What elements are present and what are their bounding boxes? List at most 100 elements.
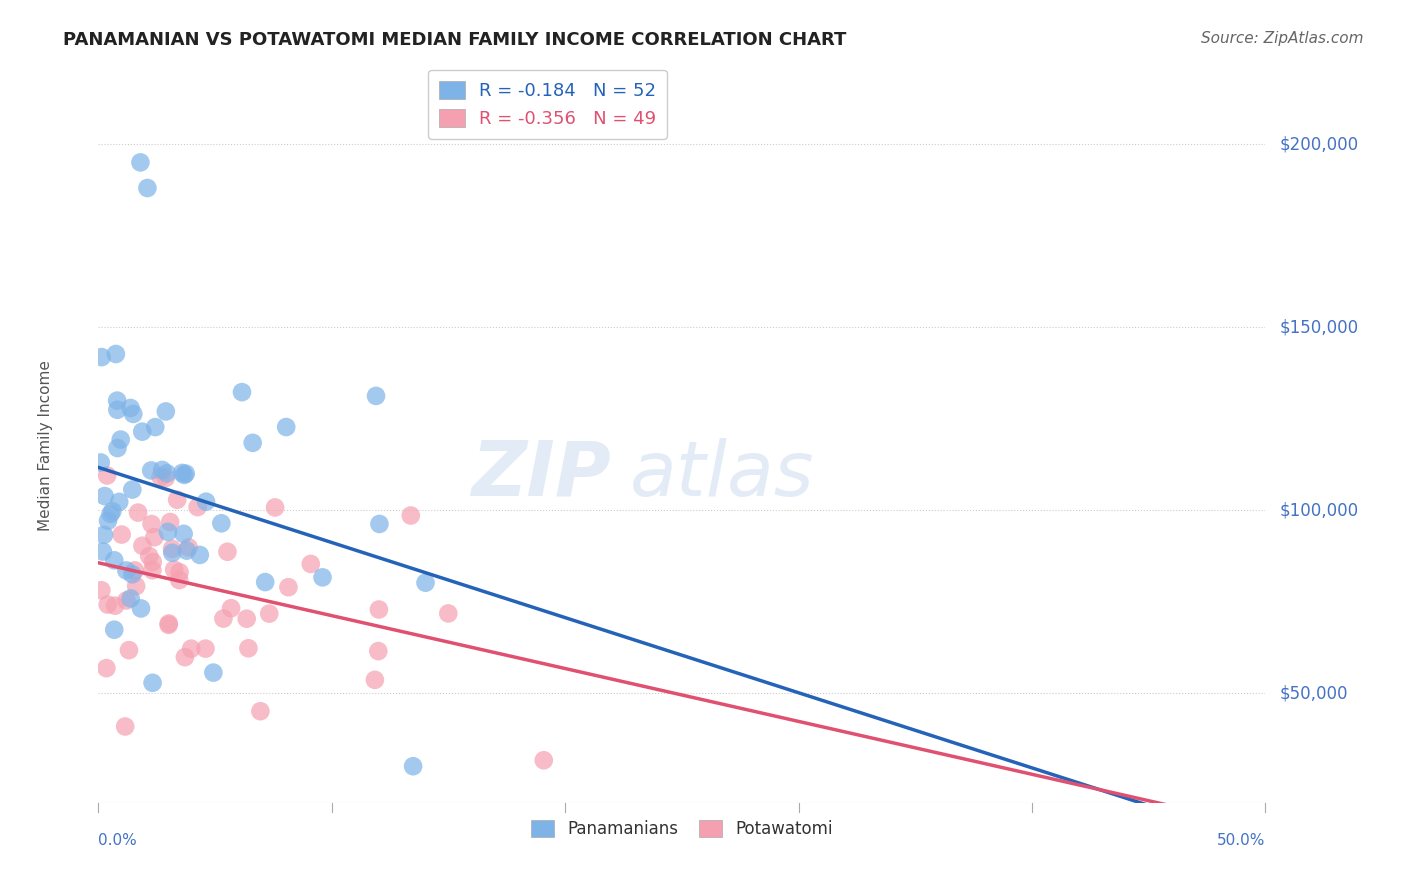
Text: 50.0%: 50.0% <box>1218 833 1265 848</box>
Point <box>157 618 180 632</box>
Point <box>90 583 112 598</box>
Point <box>141 517 163 532</box>
Point <box>121 567 143 582</box>
Point <box>107 441 129 455</box>
Point <box>114 719 136 733</box>
Point <box>195 494 218 508</box>
Point <box>103 623 125 637</box>
Point <box>142 675 165 690</box>
Point <box>143 530 166 544</box>
Point <box>142 555 165 569</box>
Legend: Panamanians, Potawatomi: Panamanians, Potawatomi <box>524 813 839 845</box>
Point <box>136 181 159 195</box>
Point <box>238 641 260 656</box>
Point <box>138 549 160 563</box>
Point <box>124 564 146 578</box>
Point <box>264 500 287 515</box>
Point <box>150 463 173 477</box>
Point <box>174 650 197 665</box>
Point <box>209 516 232 531</box>
Point <box>104 347 127 361</box>
Point <box>156 524 179 539</box>
Point <box>118 643 141 657</box>
Point <box>143 420 166 434</box>
Point <box>129 601 152 615</box>
Point <box>202 665 225 680</box>
Point <box>415 575 437 590</box>
Point <box>364 673 387 687</box>
Point <box>163 563 186 577</box>
Point <box>131 539 153 553</box>
Text: ZIP: ZIP <box>472 438 612 511</box>
Point <box>141 563 163 577</box>
Point <box>105 393 128 408</box>
Text: Median Family Income: Median Family Income <box>38 360 53 532</box>
Point <box>105 402 128 417</box>
Point <box>120 591 142 606</box>
Point <box>174 467 197 481</box>
Point <box>100 507 122 521</box>
Point <box>125 579 148 593</box>
Point <box>276 420 298 434</box>
Point <box>141 463 163 477</box>
Text: $200,000: $200,000 <box>1279 135 1358 153</box>
Point <box>399 508 422 523</box>
Point <box>129 155 152 169</box>
Point <box>188 548 211 562</box>
Point <box>131 425 153 439</box>
Point <box>242 435 264 450</box>
Point <box>162 546 184 560</box>
Point <box>157 616 180 631</box>
Point <box>127 506 149 520</box>
Point <box>437 607 460 621</box>
Point <box>96 468 118 483</box>
Text: atlas: atlas <box>630 438 814 511</box>
Point <box>217 545 239 559</box>
Point <box>101 504 124 518</box>
Point <box>169 566 191 580</box>
Text: $100,000: $100,000 <box>1279 501 1358 519</box>
Point <box>93 528 115 542</box>
Point <box>299 557 322 571</box>
Text: $50,000: $50,000 <box>1279 684 1348 702</box>
Point <box>108 495 131 509</box>
Point <box>104 599 127 613</box>
Point <box>149 470 172 484</box>
Point <box>111 527 134 541</box>
Point <box>173 467 195 482</box>
Point <box>277 580 299 594</box>
Point <box>97 598 120 612</box>
Point <box>156 467 179 481</box>
Text: $150,000: $150,000 <box>1279 318 1358 336</box>
Point <box>231 385 253 400</box>
Point <box>368 516 391 531</box>
Text: PANAMANIAN VS POTAWATOMI MEDIAN FAMILY INCOME CORRELATION CHART: PANAMANIAN VS POTAWATOMI MEDIAN FAMILY I… <box>63 31 846 49</box>
Text: 0.0%: 0.0% <box>98 833 138 848</box>
Point <box>235 612 257 626</box>
Point <box>91 544 114 558</box>
Point <box>97 514 120 528</box>
Point <box>212 611 235 625</box>
Point <box>90 455 112 469</box>
Point <box>160 541 183 556</box>
Point <box>90 350 112 364</box>
Point <box>219 601 242 615</box>
Point <box>115 593 138 607</box>
Point <box>177 541 200 555</box>
Point <box>367 644 389 658</box>
Point <box>311 570 333 584</box>
Point <box>155 404 177 418</box>
Point <box>172 466 194 480</box>
Point <box>110 433 132 447</box>
Point <box>120 401 142 415</box>
Point <box>254 575 277 590</box>
Point <box>367 602 389 616</box>
Point <box>93 489 115 503</box>
Point <box>402 759 425 773</box>
Point <box>249 704 271 718</box>
Point <box>173 526 195 541</box>
Point <box>103 553 125 567</box>
Text: Source: ZipAtlas.com: Source: ZipAtlas.com <box>1201 31 1364 46</box>
Point <box>121 483 143 497</box>
Point <box>180 641 202 656</box>
